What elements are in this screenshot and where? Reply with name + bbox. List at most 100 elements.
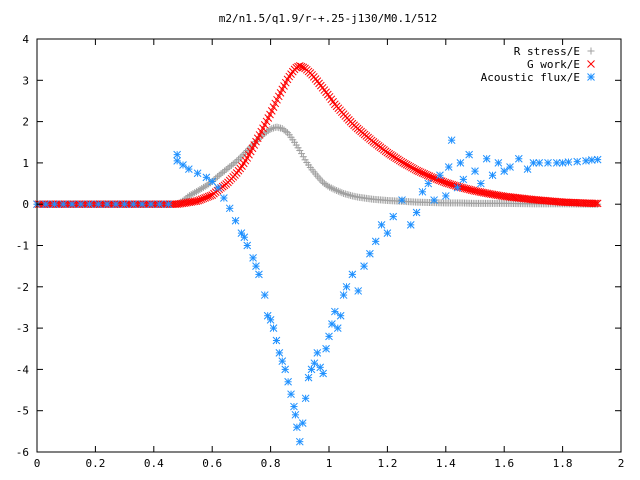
data-point xyxy=(316,363,325,372)
data-point xyxy=(328,320,336,328)
data-point xyxy=(173,150,182,159)
x-tick-label: 1 xyxy=(326,457,333,470)
data-point xyxy=(173,156,182,165)
data-point xyxy=(412,208,421,217)
data-point xyxy=(506,163,514,171)
data-point xyxy=(266,125,274,133)
data-point xyxy=(338,189,346,197)
data-point xyxy=(319,369,328,378)
data-point xyxy=(194,187,202,195)
data-point xyxy=(272,336,281,345)
data-point xyxy=(278,125,286,133)
y-tick-label: -3 xyxy=(16,322,29,335)
data-point xyxy=(465,150,474,159)
data-point xyxy=(203,181,211,189)
x-tick-label: 0.8 xyxy=(261,457,281,470)
data-point xyxy=(331,186,339,194)
y-tick-label: 0 xyxy=(22,198,29,211)
data-point xyxy=(226,163,234,171)
data-point xyxy=(592,199,600,208)
data-point xyxy=(202,173,211,182)
data-point xyxy=(313,349,322,357)
data-point xyxy=(263,128,271,136)
data-point xyxy=(342,282,351,291)
legend-marker xyxy=(587,60,595,68)
plot-marks xyxy=(33,61,602,446)
x-tick-label: 1.4 xyxy=(436,457,456,470)
data-point xyxy=(436,171,444,180)
data-point xyxy=(50,200,59,209)
data-point xyxy=(185,192,193,200)
data-point xyxy=(281,365,290,374)
data-point xyxy=(299,63,308,72)
data-point xyxy=(293,423,301,432)
data-point xyxy=(280,126,288,134)
data-point xyxy=(389,212,398,221)
data-point xyxy=(196,186,204,194)
data-point xyxy=(271,99,280,108)
data-point xyxy=(441,192,450,200)
data-point xyxy=(229,160,237,168)
data-point xyxy=(366,249,374,258)
data-point xyxy=(418,187,427,196)
legend-label: R stress/E xyxy=(514,45,580,58)
data-point xyxy=(296,147,304,155)
y-tick-label: 2 xyxy=(22,116,29,129)
data-point xyxy=(336,188,344,196)
data-point xyxy=(322,181,330,189)
data-point xyxy=(330,307,339,316)
data-point xyxy=(179,161,187,169)
data-point xyxy=(282,127,290,135)
data-point xyxy=(193,169,202,178)
y-tick-label: 4 xyxy=(22,33,29,46)
data-point xyxy=(103,200,111,209)
series-1 xyxy=(33,61,602,209)
data-point xyxy=(333,186,341,194)
data-point xyxy=(329,185,337,193)
data-point xyxy=(558,159,567,167)
data-point xyxy=(233,157,241,165)
data-point xyxy=(269,103,278,111)
data-point xyxy=(214,183,222,192)
data-point xyxy=(402,160,411,169)
data-point xyxy=(243,241,252,250)
data-point xyxy=(476,179,485,188)
data-point xyxy=(295,437,304,446)
data-point xyxy=(227,161,235,169)
data-point xyxy=(224,164,232,172)
data-point xyxy=(245,145,253,153)
data-point xyxy=(322,344,330,353)
data-point xyxy=(225,204,234,213)
data-point xyxy=(307,365,316,374)
data-point xyxy=(447,136,456,145)
x-tick-label: 1.6 xyxy=(494,457,514,470)
data-point xyxy=(401,159,409,168)
data-point xyxy=(267,107,276,115)
data-point xyxy=(234,155,242,163)
data-point xyxy=(220,167,228,175)
data-point xyxy=(409,164,418,173)
data-point xyxy=(582,156,590,165)
data-point xyxy=(310,359,319,368)
data-point xyxy=(590,199,598,208)
data-point xyxy=(266,315,275,324)
data-point xyxy=(164,200,173,209)
x-tick-label: 0 xyxy=(34,457,41,470)
x-tick-label: 1.8 xyxy=(553,457,573,470)
data-point xyxy=(424,179,433,188)
axes: 0 0.2 0.4 0.6 0.8 1 1.2 1.4 1.6 1.8 2 -6 -5 -4 -3 -2 -1 0… xyxy=(16,33,625,470)
data-point xyxy=(535,159,544,167)
data-point xyxy=(324,182,332,190)
y-tick-label: -2 xyxy=(16,281,29,294)
data-point xyxy=(360,262,368,271)
data-point xyxy=(217,170,225,178)
data-point xyxy=(231,159,239,167)
data-point xyxy=(320,180,328,188)
data-point xyxy=(189,190,197,198)
data-point xyxy=(333,324,342,332)
data-point xyxy=(222,166,230,174)
data-point xyxy=(444,163,453,171)
data-point xyxy=(456,159,465,167)
